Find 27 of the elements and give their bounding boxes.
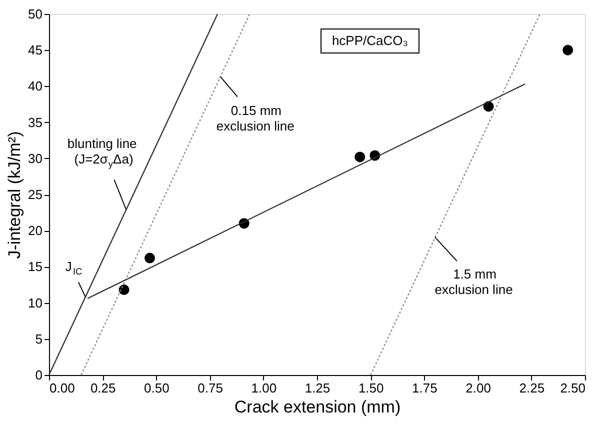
y-tick-label: 10	[28, 295, 42, 310]
x-tick-label: 2.50	[560, 380, 586, 396]
y-tick-label: 15	[28, 259, 42, 274]
annotation: hcPP/CaCO₃	[332, 33, 408, 48]
x-tick-label: 0.50	[144, 380, 170, 396]
y-tick-label: 20	[28, 223, 42, 238]
annotation: 0.15 mm exclusion line	[216, 103, 294, 134]
y-tick-label: 50	[28, 6, 42, 22]
x-tick-label: 1.50	[358, 380, 384, 396]
y-tick-label: 45	[28, 42, 42, 58]
y-tick-label: 25	[28, 187, 42, 202]
y-tick-label: 35	[28, 114, 42, 130]
y-tick-label: 5	[35, 331, 42, 346]
x-tick-label: 1.00	[251, 380, 277, 396]
x-tick-label: 1.25	[304, 380, 330, 396]
x-tick-label: 2.25	[519, 380, 545, 396]
annotation: 1.5 mm exclusion line	[434, 266, 513, 297]
y-tick-label: 30	[28, 150, 42, 166]
x-tick-label: 0.00	[50, 380, 75, 396]
x-axis-title: Crack extension (mm)	[234, 398, 401, 416]
x-tick-label: 1.75	[412, 380, 438, 396]
x-tick-label: 2.00	[466, 380, 491, 396]
y-tick-label: 40	[28, 78, 42, 94]
y-tick-label: 0	[35, 368, 42, 382]
y-axis-title: J-integral (kJ/m²)	[5, 131, 24, 259]
x-tick-label: 0.75	[198, 380, 223, 396]
x-tick-label: 0.25	[90, 380, 116, 396]
